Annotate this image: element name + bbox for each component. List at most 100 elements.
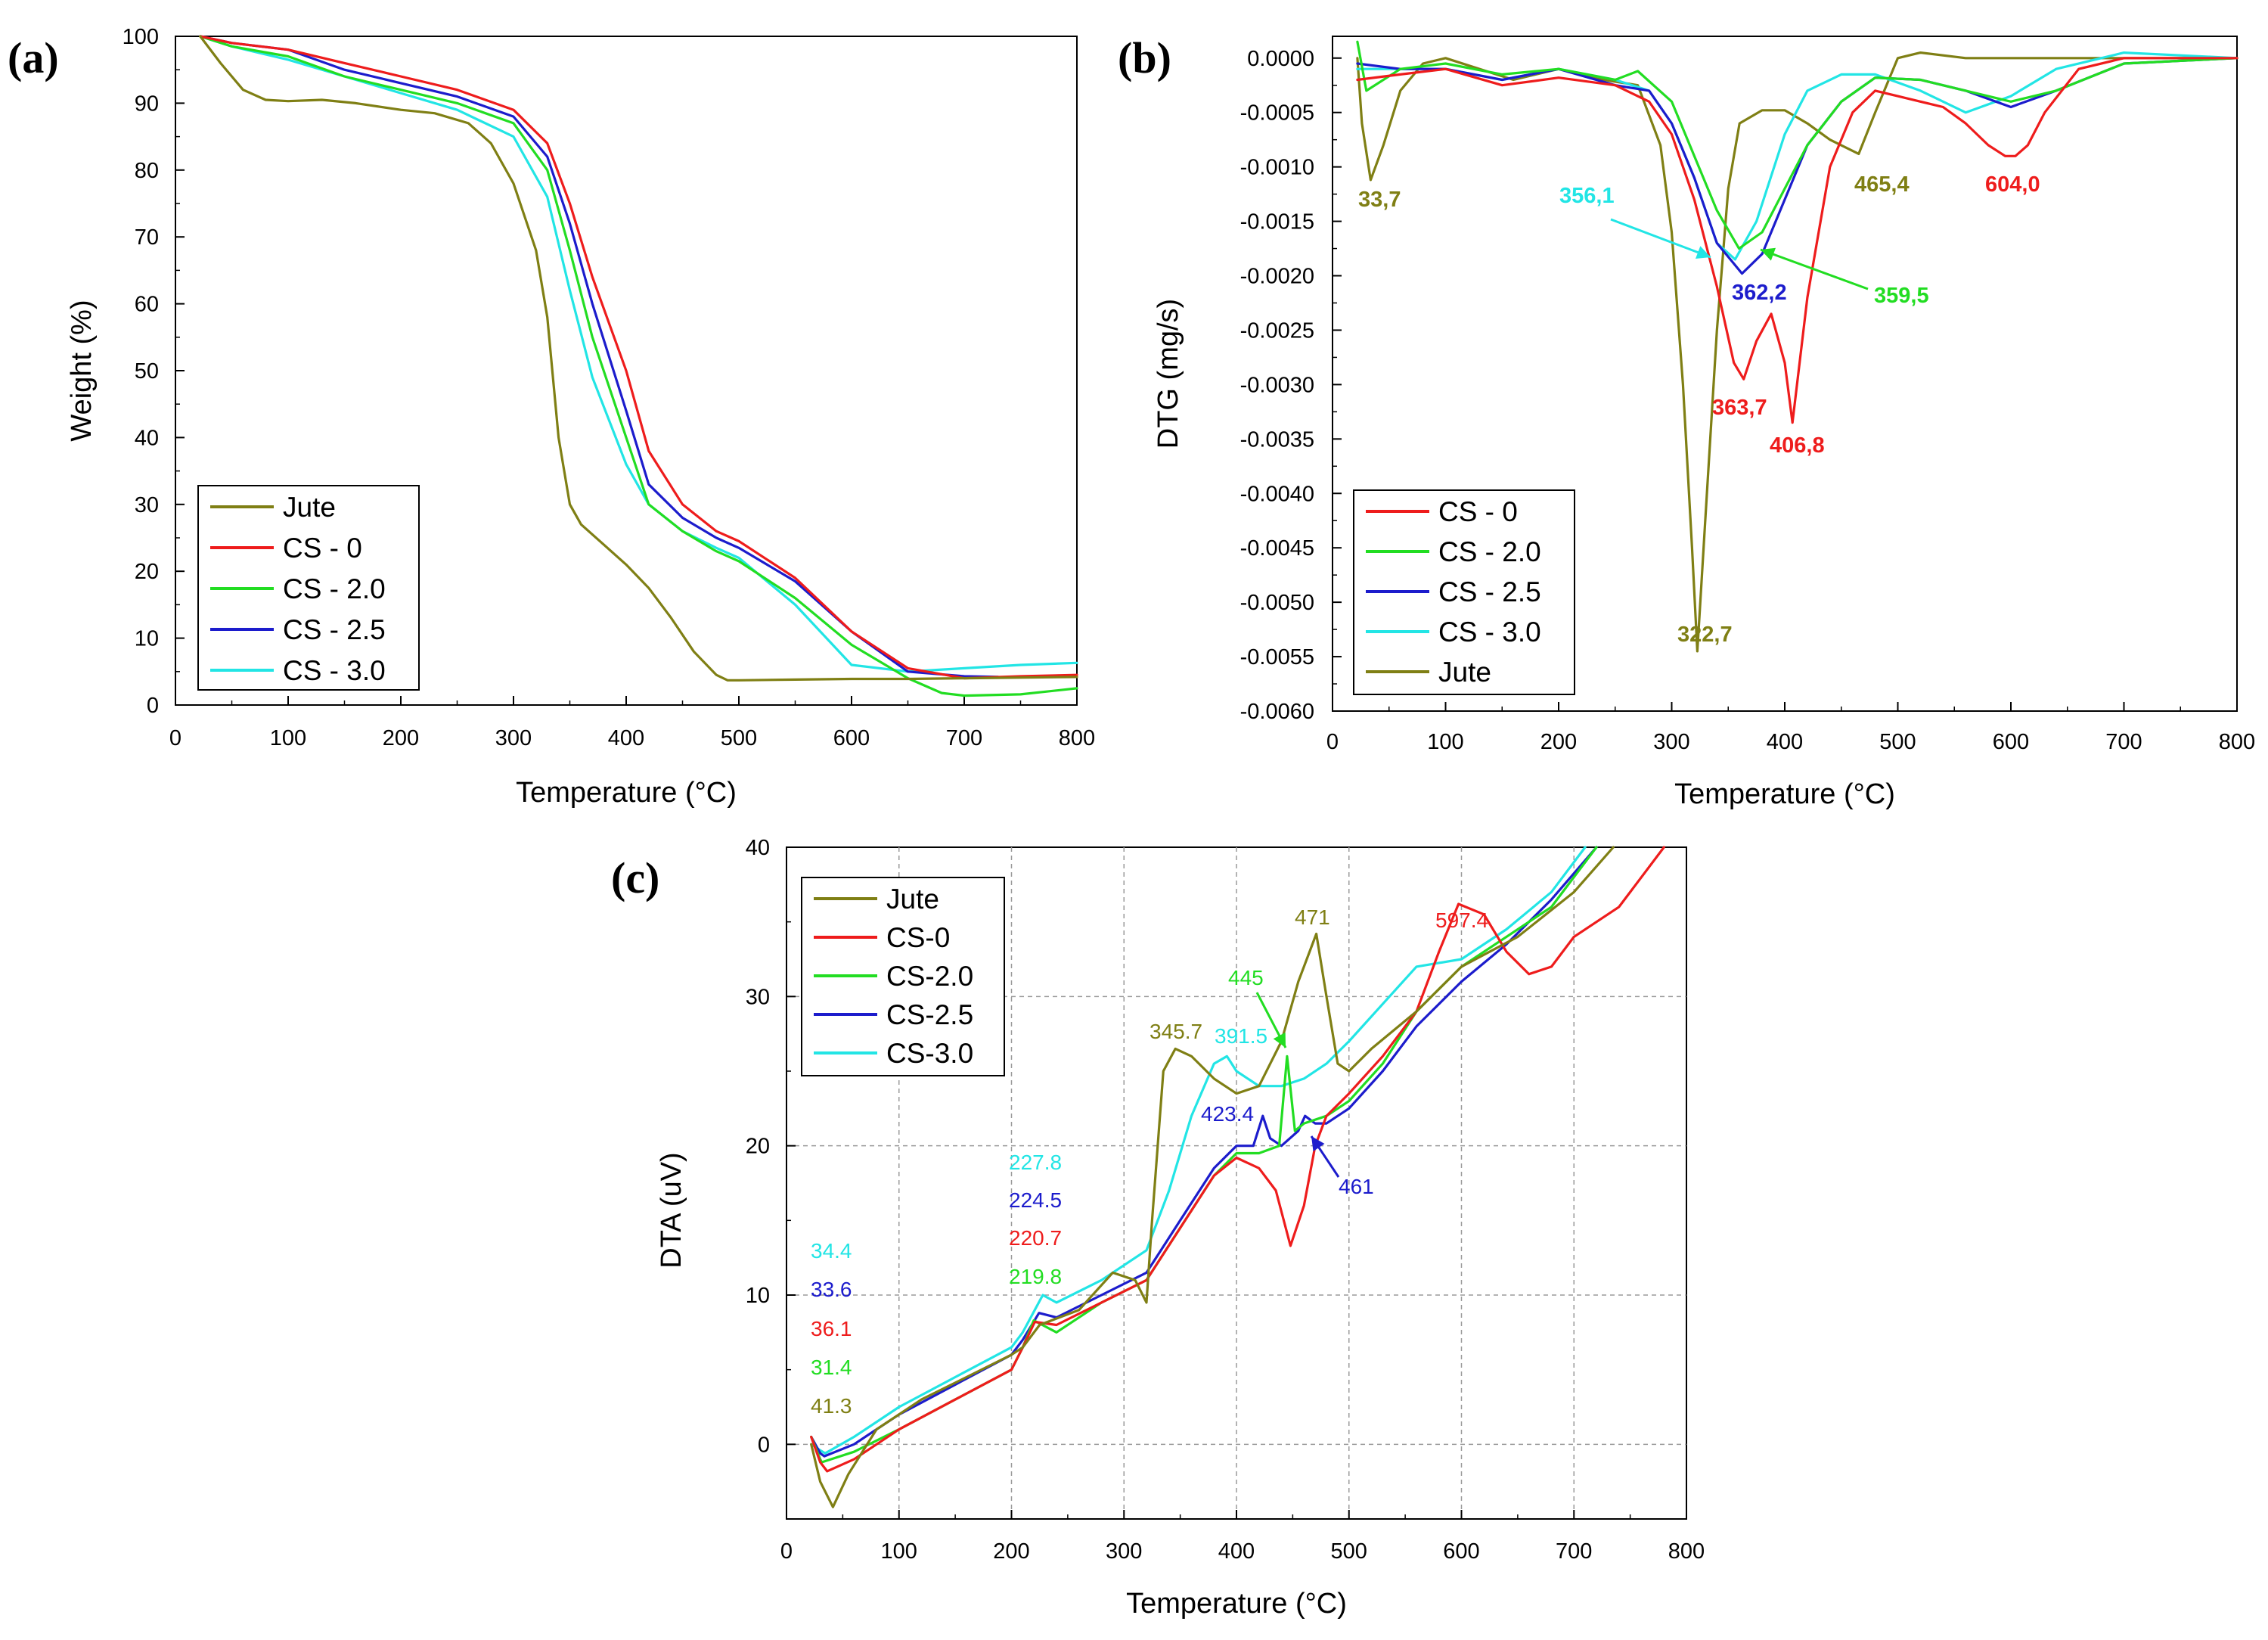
- annotation-label: 33,7: [1358, 188, 1401, 212]
- panel-b-label: (b): [1118, 33, 1171, 82]
- panel-c-label: (c): [611, 853, 659, 902]
- x-tick-label: 400: [608, 726, 644, 750]
- annotation-label: 227.8: [1009, 1151, 1062, 1174]
- annotation-arrowhead: [1273, 1032, 1286, 1048]
- series-line-cs0: [1356, 57, 2239, 424]
- y-tick-label: 50: [135, 359, 159, 384]
- series-line-cs30: [1356, 51, 2239, 261]
- y-tick-label: 70: [135, 225, 159, 250]
- series-line-jute: [1356, 51, 2239, 653]
- legend-label-cs0: CS-0: [886, 922, 950, 953]
- series-line-cs25: [810, 846, 1598, 1458]
- annotation-arrow: [1760, 248, 1869, 290]
- y-tick-label: 10: [746, 1284, 770, 1308]
- annotation-label: 604,0: [1985, 172, 2040, 197]
- legend-label-cs25: CS - 2.5: [1438, 576, 1541, 607]
- x-tick-label: 500: [721, 726, 757, 750]
- x-tick-label: 0: [780, 1539, 793, 1564]
- x-tick-label: 400: [1767, 730, 1803, 754]
- series-line-cs0: [199, 35, 1078, 680]
- legend-label-cs25: CS-2.5: [886, 999, 973, 1030]
- series-line-cs0: [810, 846, 1665, 1473]
- panel-b-y-axis-title: DTG (mg/s): [1153, 299, 1184, 449]
- annotation-arrowhead: [1311, 1136, 1325, 1151]
- x-tick-label: 500: [1879, 730, 1916, 754]
- panel-a-legend: Jute CS - 0 CS - 2.0 CS - 2.5 CS - 3.0: [197, 485, 420, 691]
- annotation-label: 406,8: [1770, 433, 1825, 458]
- legend-label-cs20: CS-2.0: [886, 961, 973, 992]
- y-tick-label: -0.0015: [1240, 210, 1314, 235]
- panel-a-label: (a): [8, 33, 59, 82]
- x-tick-label: 100: [881, 1539, 917, 1564]
- y-tick-label: -0.0025: [1240, 318, 1314, 343]
- panel-a-y-axis-title: Weight (%): [66, 300, 98, 441]
- panel-a-x-axis-title: Temperature (°C): [516, 777, 737, 809]
- x-tick-label: 200: [993, 1539, 1029, 1564]
- y-tick-label: 30: [135, 493, 159, 517]
- y-tick-label: 30: [746, 985, 770, 1009]
- annotation-label: 465,4: [1854, 172, 1910, 197]
- legend-label-cs30: CS-3.0: [886, 1038, 973, 1069]
- panel-a-ticks: 0 100 200 300 400 500 600 700 800 0 10 20 30 40 50 60 70…: [123, 25, 1096, 750]
- panel-a-series: [199, 35, 1078, 697]
- x-tick-label: 100: [270, 726, 306, 750]
- y-tick-label: 40: [135, 426, 159, 450]
- annotation-label: 41.3: [811, 1394, 852, 1418]
- x-tick-label: 800: [1059, 726, 1095, 750]
- legend-label-cs30: CS - 3.0: [283, 655, 386, 686]
- x-tick-label: 300: [1106, 1539, 1142, 1564]
- y-tick-label: -0.0060: [1240, 700, 1314, 724]
- annotation-label: 362,2: [1732, 281, 1787, 305]
- y-tick-label: -0.0020: [1240, 265, 1314, 289]
- y-tick-label: 40: [746, 836, 770, 860]
- panel-b-dtg-chart: (b) 0 100 200 300 400 500 600 700 800 0.0000 -0.00…: [1118, 33, 2255, 810]
- annotation-label: 219.8: [1009, 1265, 1062, 1288]
- legend-label-jute: Jute: [886, 884, 939, 915]
- y-tick-label: -0.0005: [1240, 101, 1314, 126]
- x-tick-label: 300: [495, 726, 532, 750]
- series-line-jute: [199, 35, 1078, 682]
- x-tick-label: 100: [1427, 730, 1463, 754]
- x-tick-label: 0: [169, 726, 182, 750]
- annotation-label: 359,5: [1874, 284, 1929, 308]
- annotation-label: 445: [1228, 966, 1264, 989]
- annotation-label: 224.5: [1009, 1188, 1062, 1212]
- annotation-label: 34.4: [811, 1239, 852, 1263]
- annotation-label: 345.7: [1150, 1020, 1202, 1043]
- annotation-label: 423.4: [1201, 1102, 1254, 1126]
- y-tick-label: -0.0040: [1240, 482, 1314, 506]
- x-tick-label: 600: [833, 726, 870, 750]
- panel-b-series: [1356, 40, 2239, 653]
- series-line-jute: [810, 846, 1615, 1508]
- annotation-label: 322,7: [1677, 623, 1733, 647]
- annotation-label: 461: [1339, 1175, 1374, 1198]
- y-tick-label: -0.0050: [1240, 591, 1314, 615]
- x-tick-label: 700: [1556, 1539, 1592, 1564]
- x-tick-label: 600: [1443, 1539, 1479, 1564]
- series-line-cs25: [1356, 57, 2239, 275]
- y-tick-label: 0: [758, 1433, 770, 1457]
- x-tick-label: 600: [1993, 730, 2029, 754]
- x-tick-label: 700: [946, 726, 982, 750]
- panel-c-annotations: 597.4 471 445 345.7 391.5 423.4 461 227.8 224.5 2…: [811, 905, 1488, 1418]
- legend-label-cs20: CS - 2.0: [283, 573, 386, 604]
- annotation-label: 356,1: [1559, 184, 1615, 208]
- y-tick-label: 60: [135, 293, 159, 317]
- y-tick-label: 10: [135, 627, 159, 651]
- annotation-arrowhead: [1761, 247, 1776, 261]
- panel-b-ticks: 0 100 200 300 400 500 600 700 800 0.0000 -0.0005 -0…: [1240, 47, 2256, 754]
- y-tick-label: 100: [123, 25, 159, 49]
- x-tick-label: 500: [1331, 1539, 1367, 1564]
- legend-label-jute: Jute: [283, 492, 336, 523]
- panel-c-legend: Jute CS-0 CS-2.0 CS-2.5 CS-3.0: [801, 877, 1005, 1076]
- annotation-label: 471: [1295, 905, 1330, 929]
- series-line-cs30: [810, 846, 1587, 1455]
- annotation-arrow: [1610, 218, 1711, 259]
- panel-c-series: [810, 846, 1665, 1508]
- legend-label-cs0: CS - 0: [1438, 496, 1518, 527]
- y-tick-label: 0.0000: [1247, 47, 1314, 71]
- x-tick-label: 700: [2105, 730, 2142, 754]
- y-tick-label: -0.0035: [1240, 427, 1314, 452]
- x-tick-label: 0: [1326, 730, 1339, 754]
